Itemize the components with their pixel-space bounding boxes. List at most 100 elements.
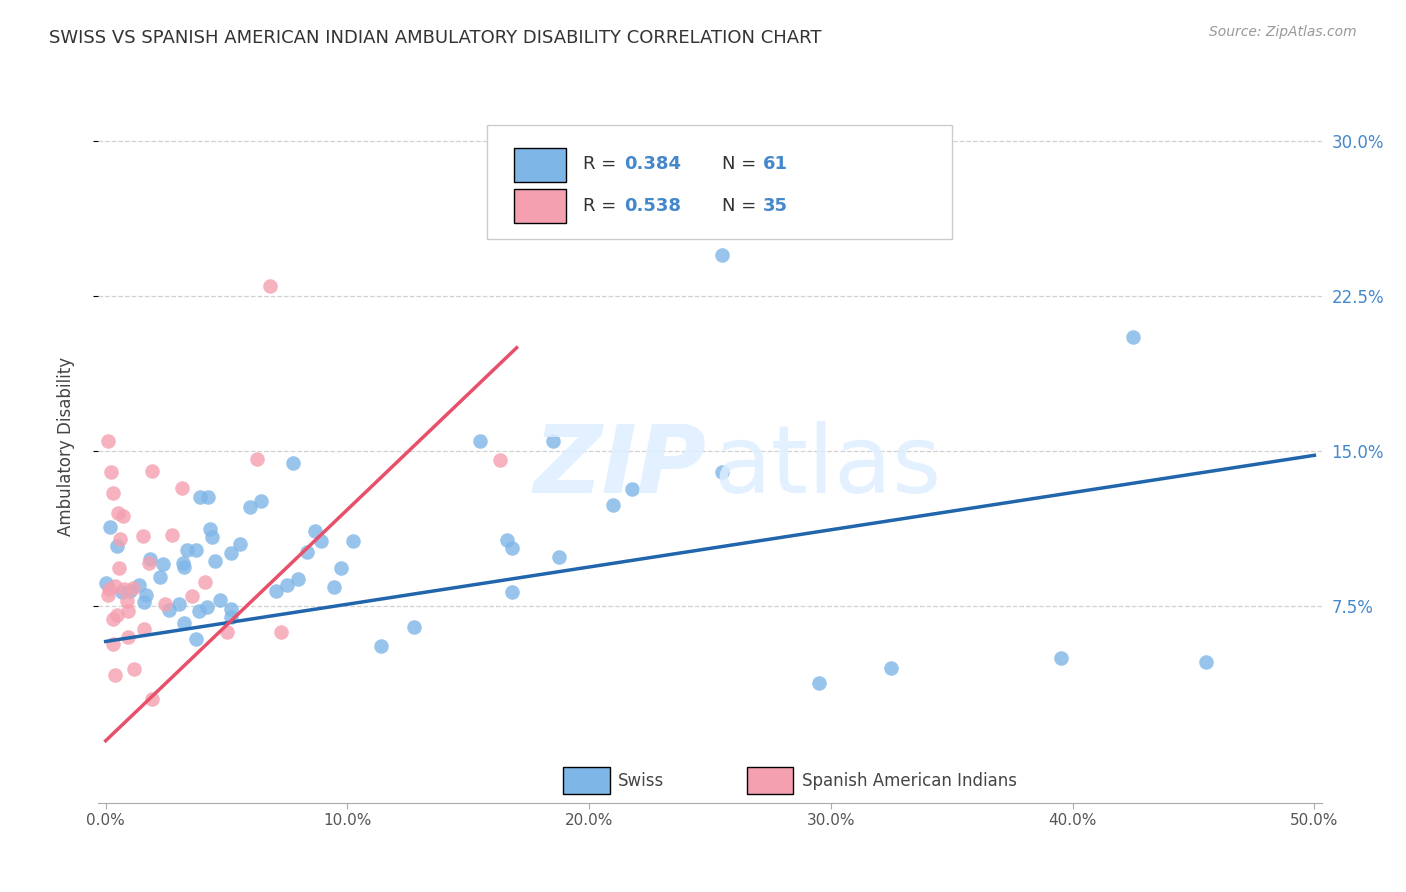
Point: [104, 667, 127, 681]
FancyBboxPatch shape: [488, 125, 952, 239]
Point: [159, 603, 181, 617]
Point: [115, 594, 138, 608]
Point: [807, 676, 830, 690]
Point: [194, 574, 217, 589]
Text: Swiss: Swiss: [619, 772, 665, 789]
Point: [342, 533, 364, 548]
Point: [139, 552, 162, 566]
Point: [250, 493, 273, 508]
Point: [97, 582, 120, 596]
Point: [304, 524, 326, 538]
Point: [204, 553, 226, 567]
Point: [101, 637, 124, 651]
FancyBboxPatch shape: [515, 189, 565, 223]
Point: [141, 464, 163, 478]
Point: [807, 200, 830, 214]
Point: [101, 612, 124, 626]
Point: [219, 602, 242, 616]
Text: R =: R =: [583, 155, 621, 173]
Point: [97, 588, 120, 602]
Point: [329, 561, 352, 575]
Point: [208, 593, 231, 607]
Point: [1194, 655, 1216, 669]
Point: [98, 520, 121, 534]
Point: [149, 569, 172, 583]
Point: [323, 580, 346, 594]
Point: [489, 453, 512, 467]
Text: N =: N =: [723, 197, 762, 215]
Point: [238, 500, 260, 514]
Y-axis label: Ambulatory Disability: Ambulatory Disability: [56, 357, 75, 535]
Text: atlas: atlas: [714, 421, 942, 514]
Point: [501, 541, 523, 556]
Point: [297, 544, 319, 558]
FancyBboxPatch shape: [564, 767, 610, 794]
Point: [122, 662, 145, 676]
Point: [135, 588, 157, 602]
Point: [281, 456, 304, 470]
FancyBboxPatch shape: [515, 148, 565, 182]
Point: [169, 597, 191, 611]
Point: [541, 434, 564, 448]
Point: [122, 581, 145, 595]
Text: Spanish American Indians: Spanish American Indians: [801, 772, 1017, 789]
Point: [173, 560, 195, 574]
Point: [547, 550, 569, 565]
Point: [621, 483, 644, 497]
Text: SWISS VS SPANISH AMERICAN INDIAN AMBULATORY DISABILITY CORRELATION CHART: SWISS VS SPANISH AMERICAN INDIAN AMBULAT…: [49, 29, 821, 46]
Point: [309, 533, 332, 548]
Point: [112, 582, 135, 597]
Text: 35: 35: [762, 197, 787, 215]
Point: [176, 543, 198, 558]
Point: [229, 536, 252, 550]
Point: [173, 615, 195, 630]
Point: [602, 499, 624, 513]
Point: [259, 278, 281, 293]
Point: [108, 532, 131, 546]
Point: [197, 490, 219, 504]
Point: [880, 661, 903, 675]
Point: [105, 607, 128, 622]
Point: [1049, 651, 1071, 665]
Text: R =: R =: [583, 197, 621, 215]
Point: [134, 622, 156, 636]
Point: [276, 578, 298, 592]
Text: ZIP: ZIP: [533, 421, 706, 514]
Point: [107, 506, 129, 520]
Point: [264, 583, 287, 598]
Point: [188, 490, 211, 504]
Point: [111, 584, 134, 599]
Text: 61: 61: [762, 155, 787, 173]
Point: [112, 508, 135, 523]
Point: [160, 528, 183, 542]
Point: [245, 451, 267, 466]
Point: [470, 434, 492, 448]
Point: [104, 579, 127, 593]
Point: [153, 597, 176, 611]
Point: [141, 692, 163, 706]
Point: [270, 624, 292, 639]
Point: [370, 639, 392, 653]
Point: [495, 533, 517, 547]
Point: [132, 529, 155, 543]
Point: [711, 248, 734, 262]
FancyBboxPatch shape: [747, 767, 793, 794]
Point: [402, 620, 425, 634]
Point: [94, 576, 117, 591]
Text: Source: ZipAtlas.com: Source: ZipAtlas.com: [1209, 25, 1357, 39]
Point: [101, 485, 124, 500]
Point: [117, 604, 139, 618]
Point: [134, 595, 156, 609]
Point: [501, 584, 523, 599]
Point: [128, 578, 150, 592]
Point: [215, 625, 238, 640]
Point: [138, 556, 160, 570]
Point: [219, 610, 242, 624]
Point: [172, 556, 194, 570]
Point: [105, 539, 128, 553]
Point: [197, 600, 219, 615]
Point: [287, 572, 309, 586]
Point: [97, 434, 120, 448]
Point: [100, 465, 122, 479]
Point: [1122, 330, 1144, 344]
